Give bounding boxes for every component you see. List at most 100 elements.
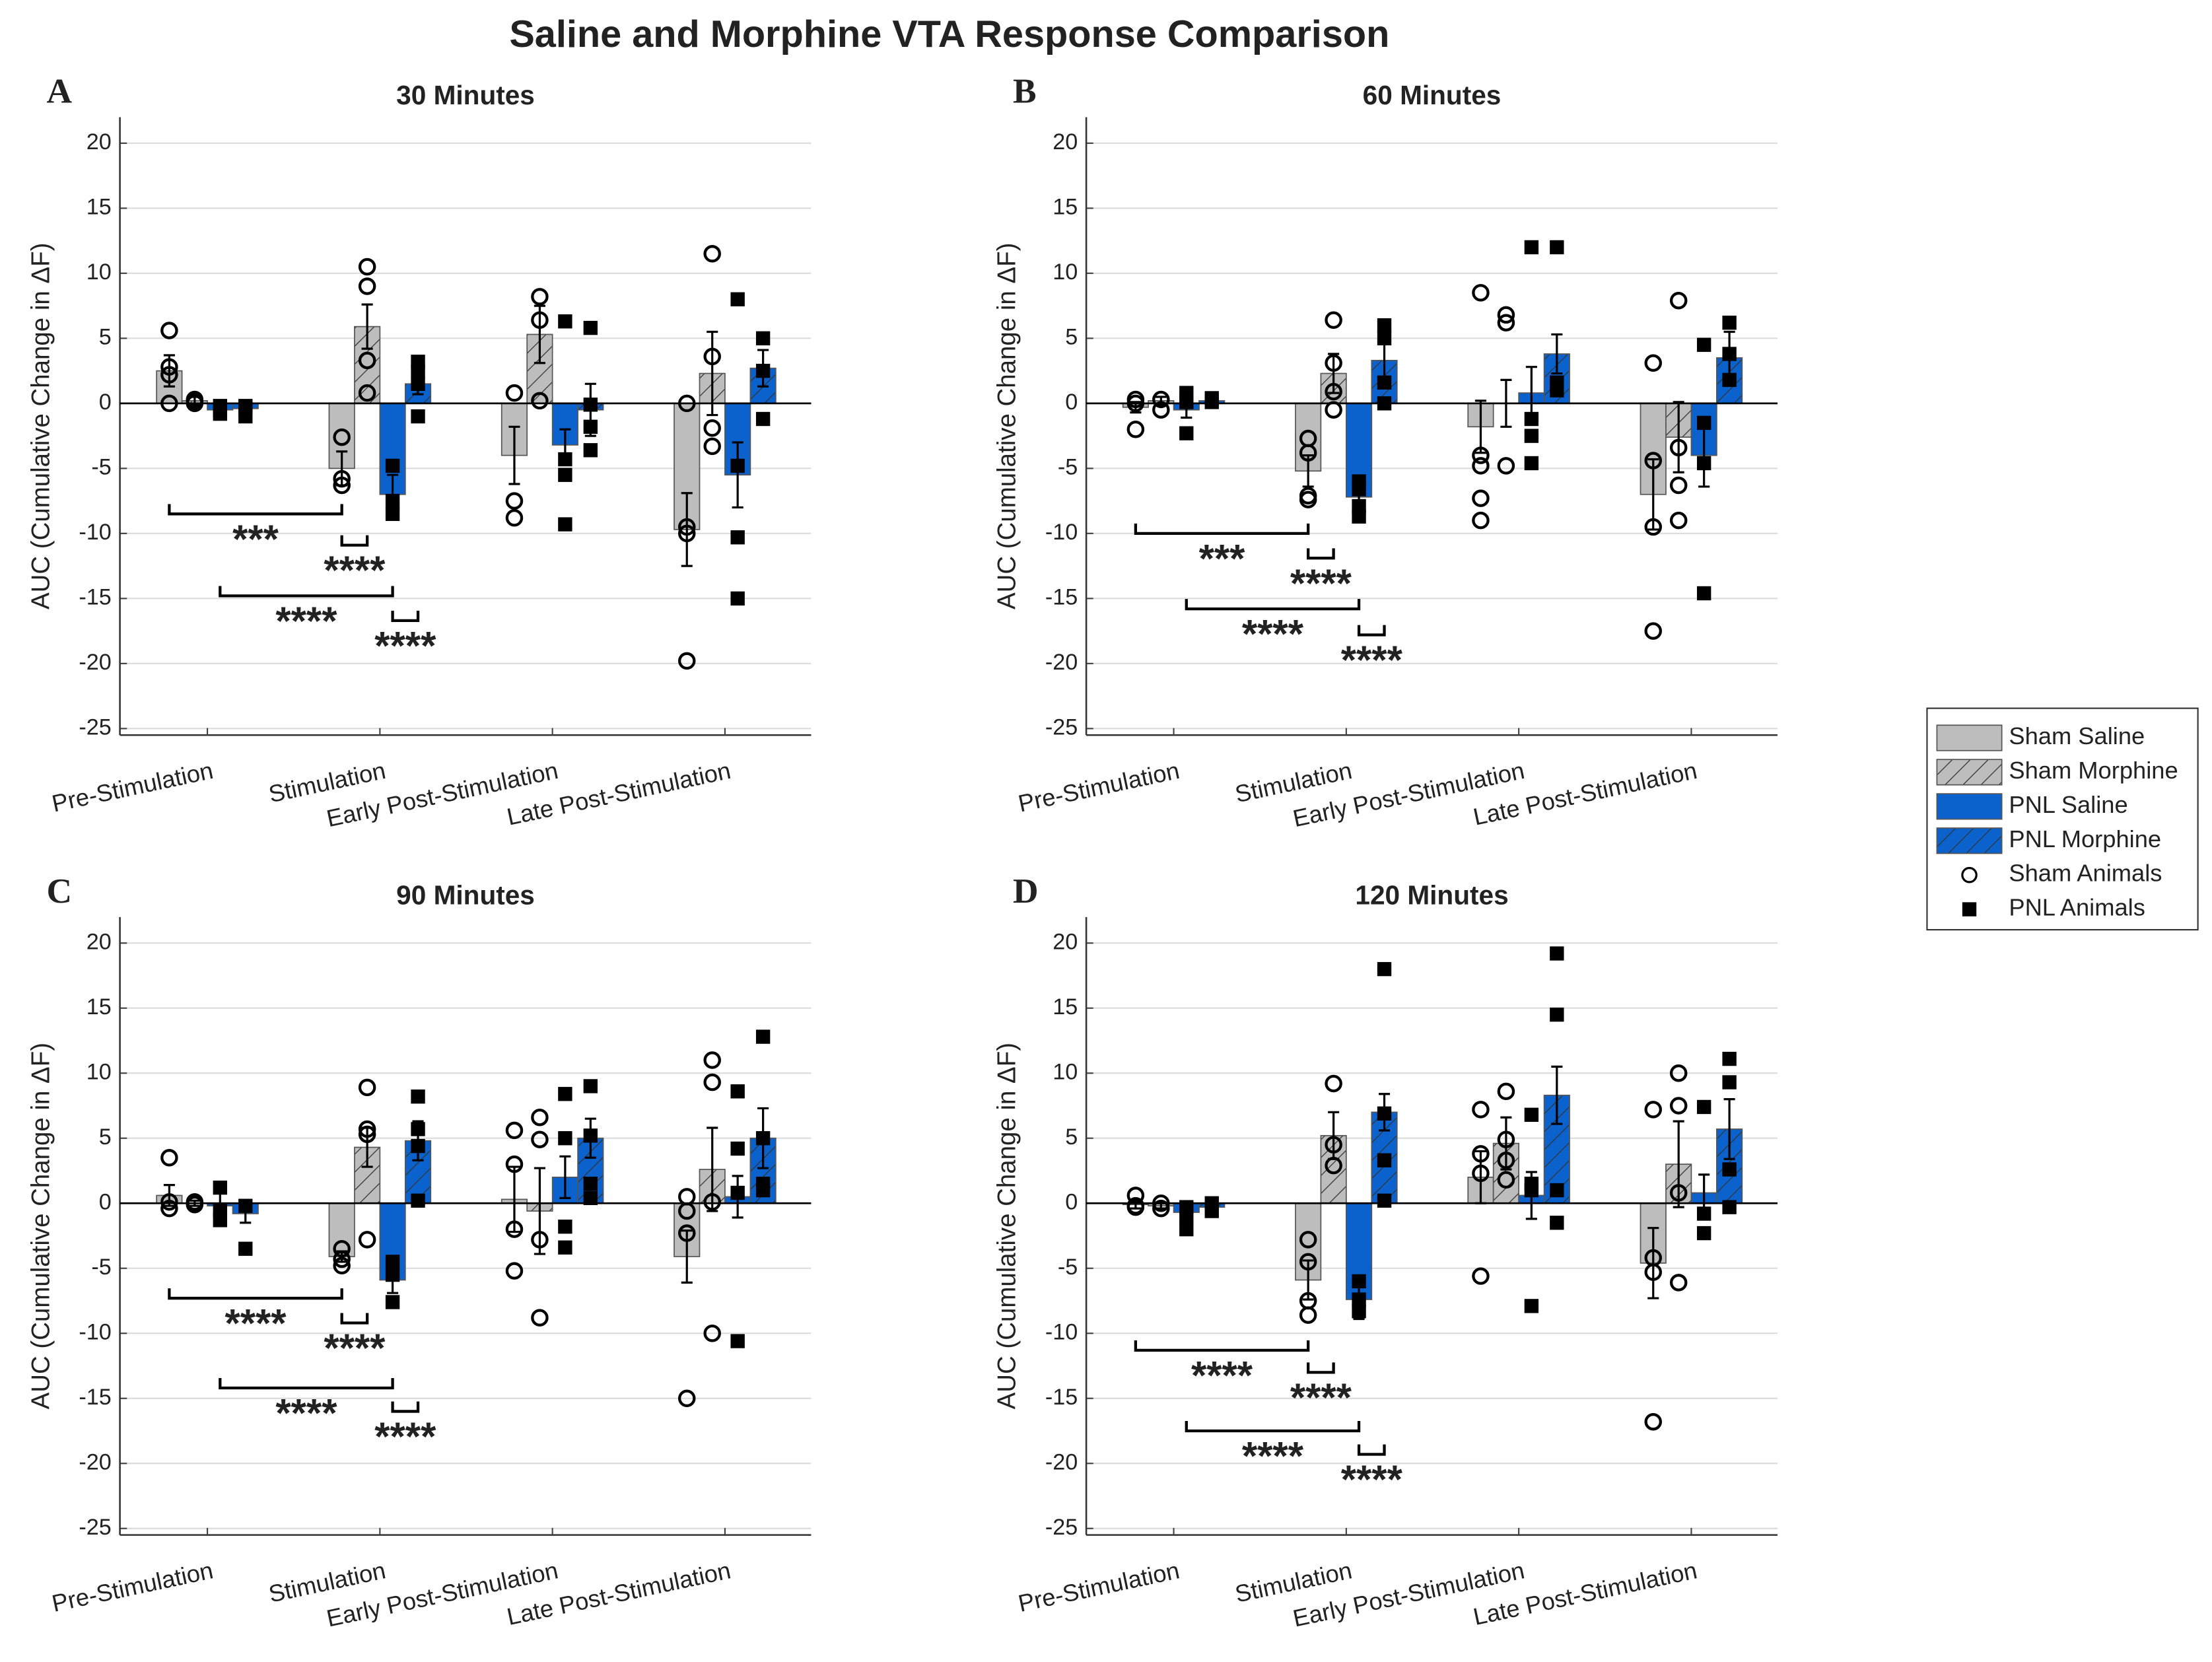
sham-point xyxy=(1325,354,1342,372)
pnl-point xyxy=(1377,1193,1392,1208)
pnl-point xyxy=(558,517,572,532)
pnl-point xyxy=(1524,1107,1539,1122)
sham-point xyxy=(1152,1199,1170,1218)
sham-point xyxy=(358,1231,376,1249)
legend-swatch xyxy=(1936,759,2003,786)
pnl-point xyxy=(1550,240,1564,255)
sham-point xyxy=(333,476,351,495)
sham-point xyxy=(358,1078,376,1097)
sham-point xyxy=(678,1202,696,1220)
sham-point xyxy=(1669,476,1688,495)
error-bar xyxy=(1723,1098,1735,1160)
error-bar xyxy=(732,441,743,509)
sham-point xyxy=(333,1250,351,1268)
sham-point xyxy=(505,508,524,527)
pnl-point xyxy=(385,1295,400,1309)
pnl-point xyxy=(1377,396,1392,411)
sham-point xyxy=(531,1108,549,1126)
sham-point xyxy=(160,1199,178,1218)
sham-point xyxy=(358,384,376,402)
y-axis-label: AUC (Cumulative Change in ΔF) xyxy=(993,243,1021,609)
pnl-point xyxy=(1352,509,1366,524)
y-tick-label: -10 xyxy=(79,1319,111,1344)
pnl-point xyxy=(1179,426,1194,440)
sham-point xyxy=(1669,1064,1688,1082)
sham-point xyxy=(505,1155,524,1173)
sham-point xyxy=(1497,1130,1515,1148)
sham-point xyxy=(186,392,204,410)
sham-point xyxy=(358,258,376,276)
pnl-point xyxy=(730,530,745,545)
sham-point xyxy=(1152,401,1170,419)
pnl-point xyxy=(730,591,745,606)
error-bar xyxy=(534,1167,545,1255)
panel-title: 120 Minutes xyxy=(1355,880,1508,911)
pnl-point xyxy=(411,1090,425,1104)
sham-point xyxy=(358,351,376,370)
sham-point xyxy=(1472,284,1490,302)
sham-point xyxy=(531,1309,549,1327)
y-tick-label: -10 xyxy=(79,520,111,545)
legend: Sham Saline Sham Morphine PNL Saline PNL Mo… xyxy=(1926,707,2199,931)
sham-point xyxy=(1497,1151,1515,1169)
pnl-point xyxy=(385,1267,400,1282)
significance-bracket xyxy=(340,1313,369,1325)
sham-point xyxy=(1669,1184,1688,1202)
y-tick-label: -15 xyxy=(1045,584,1078,609)
sham-point xyxy=(1299,1306,1317,1324)
y-tick-label: 5 xyxy=(1065,1125,1078,1150)
pnl-point xyxy=(1722,1051,1737,1066)
pnl-point xyxy=(583,320,598,335)
sham-point xyxy=(1669,1097,1688,1115)
error-bar xyxy=(1673,401,1684,473)
figure-title: Saline and Morphine VTA Response Compari… xyxy=(509,13,1389,55)
pnl-point xyxy=(385,506,400,521)
pnl-point xyxy=(755,331,771,346)
sham-point xyxy=(1644,1101,1662,1119)
pnl-point xyxy=(730,1084,745,1099)
sham-point xyxy=(1325,1136,1342,1154)
legend-marker xyxy=(1962,902,1977,917)
panel-letter: B xyxy=(1013,71,1037,111)
legend-label: PNL Morphine xyxy=(2009,825,2161,852)
sham-point xyxy=(678,394,696,413)
sham-point xyxy=(1299,444,1317,462)
pnl-point xyxy=(1377,331,1392,346)
sham-point xyxy=(358,1120,376,1138)
legend-swatch xyxy=(1936,724,2003,751)
sham-point xyxy=(333,1239,351,1258)
error-bar xyxy=(1500,1116,1512,1171)
sham-point xyxy=(1497,314,1515,331)
pnl-point xyxy=(411,409,425,424)
sham-point xyxy=(703,1324,721,1342)
pnl-point xyxy=(213,403,227,417)
pnl-point xyxy=(755,411,771,427)
pnl-point xyxy=(1696,1226,1711,1241)
error-bar xyxy=(1500,378,1512,428)
pnl-point xyxy=(1696,1099,1711,1115)
legend-label: PNL Saline xyxy=(2009,791,2127,818)
significance-bracket xyxy=(1134,523,1310,535)
sham-point xyxy=(505,1262,524,1280)
y-tick-label: -25 xyxy=(1045,1515,1078,1540)
pnl-point xyxy=(1179,395,1194,409)
panel-title: 90 Minutes xyxy=(396,880,535,911)
sham-point xyxy=(678,652,696,670)
error-bar xyxy=(1474,399,1486,454)
pnl-point xyxy=(558,1220,572,1234)
sham-point xyxy=(1126,394,1145,413)
pnl-point xyxy=(558,452,572,467)
y-tick-label: 5 xyxy=(99,1125,112,1150)
pnl-point xyxy=(385,1255,400,1269)
sham-point xyxy=(1126,1198,1145,1216)
y-tick-label: -10 xyxy=(1045,520,1078,545)
pnl-point xyxy=(411,1193,425,1208)
pnl-point xyxy=(1696,1206,1711,1221)
sham-point xyxy=(1472,457,1490,475)
sham-point xyxy=(333,1257,351,1275)
significance-label: **** xyxy=(275,599,337,643)
pnl-point xyxy=(558,1087,572,1101)
significance-bracket xyxy=(1357,1444,1386,1456)
sham-point xyxy=(1644,518,1662,536)
significance-bracket xyxy=(1307,548,1335,560)
